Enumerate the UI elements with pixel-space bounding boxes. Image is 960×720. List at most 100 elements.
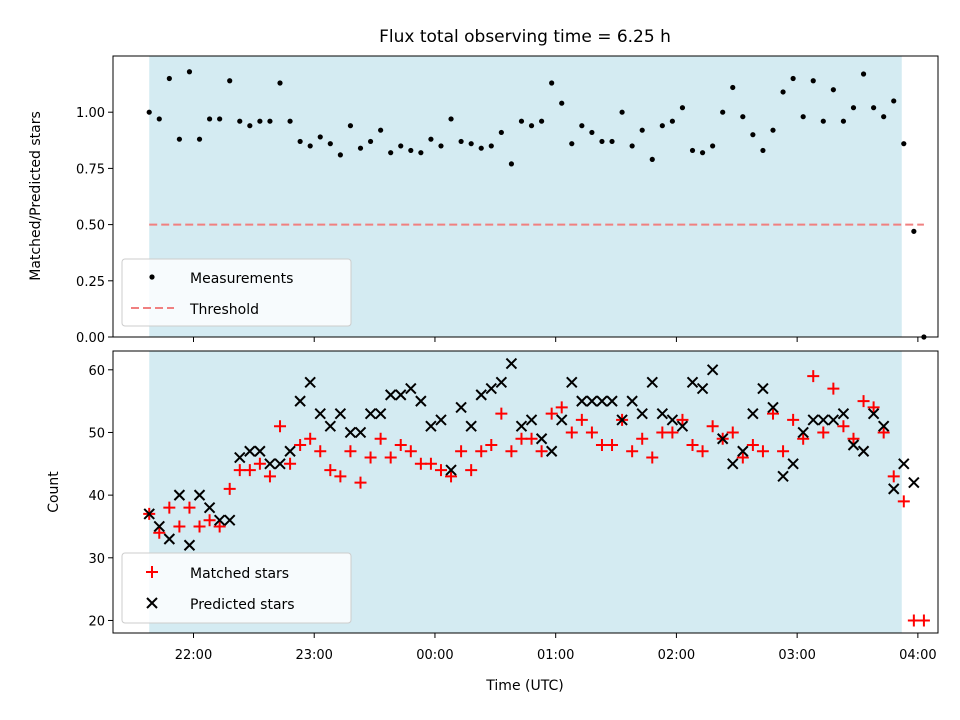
measurement-point <box>830 87 836 93</box>
ratio-panel-frame <box>112 55 939 338</box>
predicted-star-point <box>384 389 397 401</box>
x-tick-label: 02:00 <box>658 648 695 663</box>
matched-star-point <box>686 439 699 451</box>
x-tick-label: 03:00 <box>778 648 815 663</box>
y-tick-label: 0.00 <box>76 331 105 346</box>
matched-star-point <box>384 451 397 464</box>
measurement-point <box>317 134 323 140</box>
measurement-point <box>408 147 414 154</box>
predicted-star-point <box>465 420 477 432</box>
predicted-star-point <box>254 445 266 457</box>
measurement-point <box>418 150 424 156</box>
predicted-star-point <box>344 426 357 439</box>
predicted-star-point <box>696 382 709 395</box>
y-tick-label: 20 <box>88 614 105 629</box>
matched-star-point <box>213 520 226 533</box>
x-tick-label: 22:00 <box>175 648 212 663</box>
matched-star-point <box>334 470 347 483</box>
measurement-point <box>780 89 786 95</box>
predicted-star-point <box>656 407 669 420</box>
matched-star-point <box>575 413 588 426</box>
measurement-point <box>357 145 364 151</box>
predicted-star-point <box>354 426 367 439</box>
chart-title: Flux total observing time = 6.25 h <box>379 27 671 47</box>
measurement-point <box>478 145 484 151</box>
matched-star-point <box>193 520 206 533</box>
predicted-star-point <box>415 395 427 407</box>
y-tick-label: 60 <box>88 364 105 379</box>
matched-star-point <box>787 413 800 426</box>
predicted-star-point <box>364 407 377 420</box>
matched-star-point <box>585 426 598 439</box>
measurement-point <box>569 141 575 147</box>
predicted-star-point <box>264 458 276 470</box>
predicted-star-point <box>223 514 236 526</box>
count-panel-frame <box>112 350 939 634</box>
matched-star-point <box>777 445 790 458</box>
predicted-star-point <box>445 464 457 476</box>
predicted-star-point <box>727 458 739 470</box>
matched-star-point <box>434 464 447 477</box>
predicted-star-point <box>374 407 387 420</box>
matched-star-point <box>354 476 367 489</box>
predicted-star-point <box>757 382 769 395</box>
predicted-star-point <box>857 445 870 457</box>
matched-star-point <box>163 501 176 514</box>
measurement-point <box>881 114 887 120</box>
measurement-points <box>146 69 927 340</box>
predicted-star-point <box>586 395 598 407</box>
measurement-point <box>891 98 897 104</box>
predicted-star-point <box>636 407 648 420</box>
matched-star-point <box>253 457 266 470</box>
measurement-point <box>710 143 716 149</box>
matched-star-point <box>515 432 528 445</box>
predicted-star-point <box>908 476 920 489</box>
measurement-point <box>488 143 494 149</box>
predicted-star-point <box>173 489 186 501</box>
measurement-point <box>790 75 796 82</box>
predicted-star-point <box>515 420 528 432</box>
matched-star-point <box>847 432 860 445</box>
matched-star-point <box>666 426 679 439</box>
matched-star-point <box>505 445 518 458</box>
predicted-star-point <box>304 376 316 389</box>
predicted-star-point <box>183 539 196 551</box>
predicted-star-point <box>213 514 226 526</box>
matched-star-point <box>696 445 709 458</box>
predicted-star-point <box>395 389 407 401</box>
predicted-star-point <box>525 414 538 426</box>
measurement-point <box>277 80 283 86</box>
matched-star-point <box>626 445 639 458</box>
measurement-point <box>146 109 152 115</box>
ratio-legend-box <box>121 258 352 327</box>
predicted-star-point <box>475 389 487 401</box>
matched-star-point <box>767 407 779 420</box>
predicted-star-point <box>324 420 337 432</box>
matched-star-point <box>837 420 850 433</box>
predicted-star-point <box>807 414 819 426</box>
x-axis-label: Time (UTC) <box>485 678 563 694</box>
predicted-star-point <box>737 445 749 457</box>
measurement-point <box>176 136 183 142</box>
measurement-point <box>217 116 223 122</box>
matched-star-point <box>173 520 186 533</box>
matched-star-point <box>394 439 407 451</box>
measurement-point <box>337 152 343 158</box>
measurement-point <box>750 132 756 138</box>
measurement-point <box>196 136 203 142</box>
matched-star-point <box>827 382 840 395</box>
measurement-point <box>388 150 394 156</box>
matched-star-point <box>414 457 427 470</box>
predicted-star-point <box>626 395 638 407</box>
matched-star-point <box>445 470 458 483</box>
y-tick-label: 0.50 <box>76 219 105 234</box>
matched-star-point <box>324 464 337 477</box>
measurement-point <box>649 156 655 163</box>
measurement-point <box>468 141 474 147</box>
measurement-point <box>720 109 726 115</box>
matched-star-point <box>525 432 538 445</box>
measurement-point <box>227 78 233 84</box>
predicted-star-point <box>505 357 518 370</box>
predicted-star-point <box>405 382 417 395</box>
predicted-star-point <box>686 376 699 389</box>
